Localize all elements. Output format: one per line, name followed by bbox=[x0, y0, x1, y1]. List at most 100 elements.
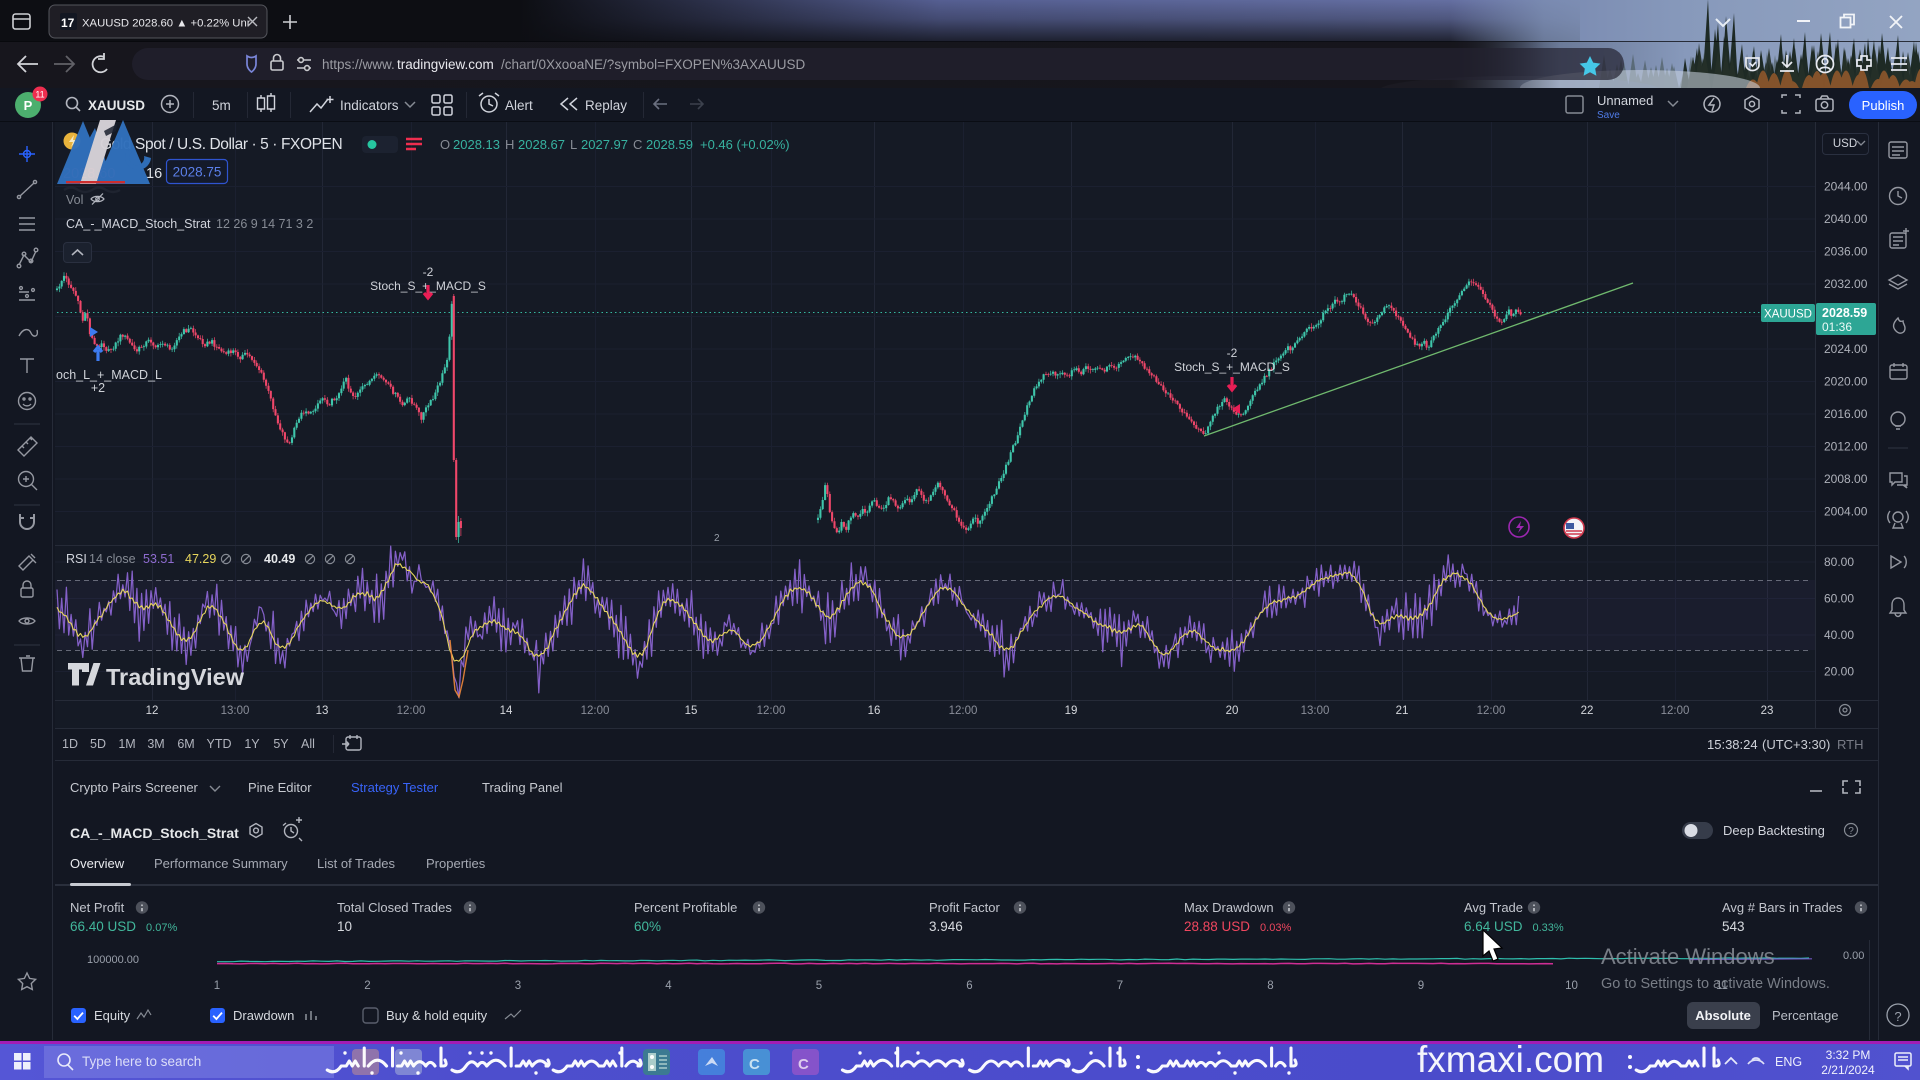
svg-text:Go to Settings to activate Win: Go to Settings to activate Windows. bbox=[1601, 976, 1830, 992]
svg-text:Pine Editor: Pine Editor bbox=[248, 780, 312, 795]
svg-text:40.00: 40.00 bbox=[1824, 628, 1854, 642]
svg-text:Performance Summary: Performance Summary bbox=[154, 856, 288, 871]
svg-text:Alert: Alert bbox=[505, 98, 533, 113]
svg-text:13: 13 bbox=[316, 705, 329, 717]
svg-text:13:00: 13:00 bbox=[1301, 705, 1330, 717]
svg-text:13:00: 13:00 bbox=[221, 705, 250, 717]
svg-text:2008.00: 2008.00 bbox=[1824, 472, 1868, 486]
svg-text:2/21/2024: 2/21/2024 bbox=[1821, 1063, 1875, 1077]
svg-text:5Y: 5Y bbox=[273, 737, 289, 751]
svg-text:0.03%: 0.03% bbox=[1260, 922, 1291, 934]
svg-text:8: 8 bbox=[1267, 980, 1273, 992]
svg-text:Activate Windows: Activate Windows bbox=[1601, 944, 1775, 969]
svg-text:Net Profit: Net Profit bbox=[70, 900, 125, 915]
svg-text:60%: 60% bbox=[634, 919, 661, 934]
svg-text:3M: 3M bbox=[147, 737, 164, 751]
svg-text:All: All bbox=[301, 737, 315, 751]
svg-text:5m: 5m bbox=[212, 98, 231, 113]
svg-text:2028.75: 2028.75 bbox=[173, 165, 222, 180]
svg-text:15:38:24: 15:38:24 bbox=[1707, 737, 1758, 752]
svg-text:20: 20 bbox=[1226, 705, 1239, 717]
svg-text:O: O bbox=[440, 137, 450, 152]
svg-text:2044.00: 2044.00 bbox=[1824, 180, 1868, 194]
svg-text:20.00: 20.00 bbox=[1824, 665, 1854, 679]
svg-text:P: P bbox=[24, 98, 33, 113]
svg-text:2028.59: 2028.59 bbox=[646, 137, 693, 152]
svg-text:100000.00: 100000.00 bbox=[87, 954, 139, 966]
svg-text:2028.67: 2028.67 bbox=[518, 137, 565, 152]
svg-text:40.49: 40.49 bbox=[264, 552, 295, 566]
svg-text:fxmaxi.com: fxmaxi.com bbox=[1417, 1039, 1604, 1080]
svg-text:Equity: Equity bbox=[94, 1008, 131, 1023]
svg-text:RSI: RSI bbox=[66, 552, 87, 566]
svg-text:Properties: Properties bbox=[426, 856, 486, 871]
svg-text:CA_-_MACD_Stoch_Strat: CA_-_MACD_Stoch_Strat bbox=[70, 825, 239, 841]
svg-text:Unnamed: Unnamed bbox=[1597, 93, 1653, 108]
svg-text:15: 15 bbox=[685, 705, 698, 717]
svg-text:12:00: 12:00 bbox=[397, 705, 426, 717]
svg-text:-2: -2 bbox=[1227, 346, 1238, 360]
svg-text:2036.00: 2036.00 bbox=[1824, 245, 1868, 259]
svg-text:0.33%: 0.33% bbox=[1532, 922, 1563, 934]
svg-text:22: 22 bbox=[1581, 705, 1594, 717]
svg-text:XAUUSD 2028.60 ▲ +0.22% Unr: XAUUSD 2028.60 ▲ +0.22% Unr bbox=[82, 18, 251, 30]
svg-text:Replay: Replay bbox=[585, 98, 627, 113]
svg-text:Trading Panel: Trading Panel bbox=[482, 780, 563, 795]
svg-text:3.946: 3.946 bbox=[929, 919, 963, 934]
svg-text:12:00: 12:00 bbox=[949, 705, 978, 717]
svg-text:USD: USD bbox=[1833, 138, 1857, 150]
svg-text:01:36: 01:36 bbox=[1822, 320, 1852, 334]
svg-text:10: 10 bbox=[1565, 980, 1578, 992]
svg-text:11: 11 bbox=[1716, 980, 1728, 992]
svg-text:Total Closed Trades: Total Closed Trades bbox=[337, 900, 452, 915]
svg-text:2032.00: 2032.00 bbox=[1824, 277, 1868, 291]
svg-text:Absolute: Absolute bbox=[1695, 1008, 1751, 1023]
svg-text:+2: +2 bbox=[91, 381, 105, 395]
svg-text:RTH: RTH bbox=[1837, 737, 1863, 752]
svg-text:C: C bbox=[749, 1056, 760, 1073]
svg-text:Type here to search: Type here to search bbox=[82, 1054, 201, 1069]
svg-text:List of Trades: List of Trades bbox=[317, 856, 396, 871]
svg-text:1D: 1D bbox=[62, 737, 78, 751]
svg-text:+0.46 (+0.02%): +0.46 (+0.02%) bbox=[700, 137, 790, 152]
svg-text:12: 12 bbox=[146, 705, 159, 717]
svg-text:6.64 USD: 6.64 USD bbox=[1464, 919, 1523, 934]
svg-text:7: 7 bbox=[1117, 980, 1123, 992]
svg-text:66.40 USD: 66.40 USD bbox=[70, 919, 136, 934]
svg-text:Avg # Bars in Trades: Avg # Bars in Trades bbox=[1722, 900, 1843, 915]
svg-text:4: 4 bbox=[665, 980, 672, 992]
svg-text:tradingview.com: tradingview.com bbox=[397, 57, 494, 72]
svg-text:9: 9 bbox=[1418, 980, 1424, 992]
svg-text:2028.59: 2028.59 bbox=[1822, 306, 1867, 320]
svg-text:543: 543 bbox=[1722, 919, 1745, 934]
svg-text:2: 2 bbox=[714, 533, 720, 544]
svg-text:3: 3 bbox=[515, 980, 521, 992]
svg-text:2040.00: 2040.00 bbox=[1824, 212, 1868, 226]
svg-text:2024.00: 2024.00 bbox=[1824, 342, 1868, 356]
svg-text:16: 16 bbox=[146, 166, 162, 182]
svg-text:12:00: 12:00 bbox=[1477, 705, 1506, 717]
svg-text:Publish: Publish bbox=[1862, 98, 1905, 113]
svg-text:Deep Backtesting: Deep Backtesting bbox=[1723, 823, 1825, 838]
svg-text:Crypto Pairs Screener: Crypto Pairs Screener bbox=[70, 780, 199, 795]
svg-text:5: 5 bbox=[816, 980, 822, 992]
svg-text:(UTC+3:30): (UTC+3:30) bbox=[1762, 737, 1830, 752]
svg-text:1: 1 bbox=[214, 980, 220, 992]
svg-text:/chart/0XxooaNE/?symbol=FXOPEN: /chart/0XxooaNE/?symbol=FXOPEN%3AXAUUSD bbox=[501, 57, 805, 72]
svg-text:Vol: Vol bbox=[66, 193, 83, 207]
svg-text:2028.13: 2028.13 bbox=[453, 137, 500, 152]
svg-text:14: 14 bbox=[500, 705, 513, 717]
svg-text:14 close: 14 close bbox=[89, 552, 136, 566]
svg-text:Percent Profitable: Percent Profitable bbox=[634, 900, 737, 915]
svg-text:11: 11 bbox=[35, 90, 44, 100]
svg-text:2004.00: 2004.00 bbox=[1824, 505, 1868, 519]
svg-text:YTD: YTD bbox=[207, 737, 232, 751]
svg-text:Profit Factor: Profit Factor bbox=[929, 900, 1000, 915]
svg-text:12:00: 12:00 bbox=[757, 705, 786, 717]
svg-text:80.00: 80.00 bbox=[1824, 555, 1854, 569]
svg-text:2027.97: 2027.97 bbox=[581, 137, 628, 152]
svg-text:2020.00: 2020.00 bbox=[1824, 375, 1868, 389]
svg-text:Gold Spot / U.S. Dollar · 5 ·: Gold Spot / U.S. Dollar · 5 · FXOPEN bbox=[100, 136, 342, 153]
svg-text:5D: 5D bbox=[90, 737, 106, 751]
svg-text:C: C bbox=[798, 1056, 809, 1073]
